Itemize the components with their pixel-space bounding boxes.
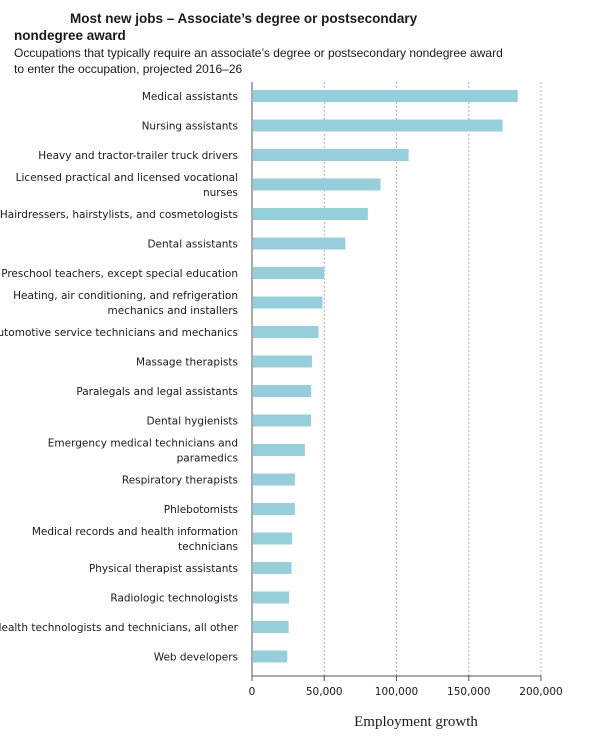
category-label: Physical therapist assistants xyxy=(89,563,238,575)
category-label: Phlebotomists xyxy=(164,504,238,516)
chart-subtitle-line-1: Occupations that typically require an as… xyxy=(14,46,503,60)
chart-title-line-2: nondegree award xyxy=(14,28,126,43)
bar xyxy=(253,621,289,633)
chart-subtitle-line-2: to enter the occupation, projected 2016–… xyxy=(14,62,243,76)
bar xyxy=(253,208,368,220)
category-label: Respiratory therapists xyxy=(122,475,238,487)
bar xyxy=(253,178,381,191)
bar xyxy=(253,149,409,161)
bar xyxy=(253,90,518,102)
bar xyxy=(253,237,346,250)
x-tick-label: 200,000 xyxy=(519,686,562,698)
bar xyxy=(253,119,503,132)
category-label: Hairdressers, hairstylists, and cosmetol… xyxy=(0,209,238,221)
x-tick-label: 100,000 xyxy=(375,686,418,698)
category-label: paramedics xyxy=(177,453,238,465)
category-label: Health technologists and technicians, al… xyxy=(0,622,239,634)
bar xyxy=(253,650,288,663)
bar xyxy=(253,503,295,515)
category-label: technicians xyxy=(178,541,238,553)
category-label: Radiologic technologists xyxy=(110,593,238,605)
category-label: mechanics and installers xyxy=(108,305,238,317)
category-label: Preschool teachers, except special educa… xyxy=(1,268,238,280)
category-label: Paralegals and legal assistants xyxy=(76,386,238,398)
category-label: Massage therapists xyxy=(136,357,238,369)
chart-title: Most new jobs – Associate’s degree or po… xyxy=(14,10,490,44)
bar xyxy=(253,562,292,574)
category-label: Web developers xyxy=(154,652,238,664)
category-label: nurses xyxy=(203,187,238,199)
x-tick-label: 150,000 xyxy=(447,686,490,698)
chart-subtitle: Occupations that typically require an as… xyxy=(14,45,534,77)
bar xyxy=(253,355,312,368)
x-axis-label: Employment growth xyxy=(354,714,478,730)
bar xyxy=(253,267,325,279)
bar xyxy=(253,326,319,338)
bar xyxy=(253,444,305,456)
category-label: Licensed practical and licensed vocation… xyxy=(16,172,238,184)
category-label: Heavy and tractor-trailer truck drivers xyxy=(38,150,238,162)
category-label: Automotive service technicians and mecha… xyxy=(0,327,238,339)
category-label: Nursing assistants xyxy=(142,121,238,133)
x-tick-label: 0 xyxy=(249,686,256,698)
bar xyxy=(253,591,290,604)
bar xyxy=(253,414,312,427)
category-label: Medical records and health information xyxy=(32,526,238,538)
bar xyxy=(253,473,295,486)
x-tick-label: 50,000 xyxy=(306,686,343,698)
bar xyxy=(253,385,312,397)
category-label: Emergency medical technicians and xyxy=(48,438,238,450)
chart-title-line-1: Most new jobs – Associate’s degree or po… xyxy=(70,11,418,26)
category-label: Heating, air conditioning, and refrigera… xyxy=(13,290,238,302)
bar xyxy=(253,532,293,545)
category-label: Medical assistants xyxy=(142,91,238,103)
bar xyxy=(253,296,323,309)
category-label: Dental hygienists xyxy=(146,416,238,428)
category-label: Dental assistants xyxy=(147,239,238,251)
